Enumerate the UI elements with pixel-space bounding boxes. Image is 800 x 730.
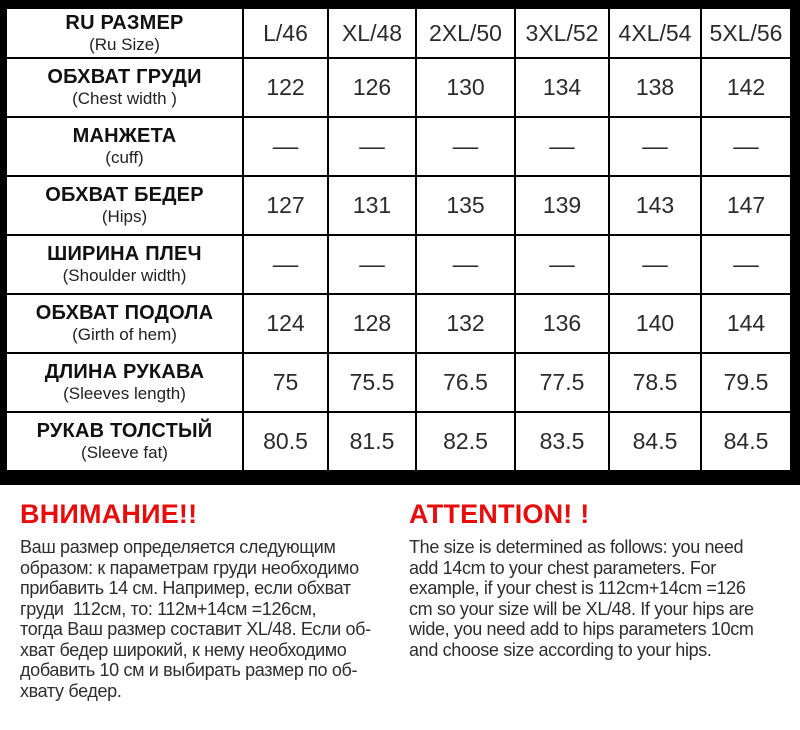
row-label-ru: ОБХВАТ ПОДОЛА — [35, 302, 214, 324]
value-cell: –– — [327, 234, 417, 295]
row-label-ru: МАНЖЕТА — [72, 125, 177, 147]
row-label-cell: ОБХВАТ ГРУДИ (Chest width ) — [5, 57, 244, 118]
value-cell: 139 — [514, 175, 610, 236]
value-cell: 84.5 — [608, 411, 702, 472]
size-table: RU РАЗМЕР (Ru Size) L/46 XL/48 2XL/50 3X… — [5, 7, 792, 472]
value-cell: 138 — [608, 57, 702, 118]
row-label-cell: РУКАВ ТОЛСТЫЙ (Sleeve fat) — [5, 411, 244, 472]
value-cell: 83.5 — [514, 411, 610, 472]
value-cell: 144 — [700, 293, 792, 354]
value-cell: 80.5 — [242, 411, 329, 472]
table-row-shoulder: ШИРИНА ПЛЕЧ (Shoulder width) –– –– –– ––… — [5, 234, 792, 295]
row-label-cell: ШИРИНА ПЛЕЧ (Shoulder width) — [5, 234, 244, 295]
value-cell: 77.5 — [514, 352, 610, 413]
value-cell: –– — [242, 116, 329, 177]
value-cell: 142 — [700, 57, 792, 118]
value-cell: 147 — [700, 175, 792, 236]
table-header-row: RU РАЗМЕР (Ru Size) L/46 XL/48 2XL/50 3X… — [5, 7, 792, 59]
value-cell: 81.5 — [327, 411, 417, 472]
size-column-header: 3XL/52 — [514, 7, 610, 59]
row-label-ru: ШИРИНА ПЛЕЧ — [47, 243, 202, 265]
value-cell: –– — [327, 116, 417, 177]
size-column-header: XL/48 — [327, 7, 417, 59]
value-cell: 76.5 — [415, 352, 516, 413]
value-cell: 134 — [514, 57, 610, 118]
value-cell: 130 — [415, 57, 516, 118]
value-cell: 132 — [415, 293, 516, 354]
row-label-en: (Girth of hem) — [72, 325, 177, 344]
row-label-ru: ОБХВАТ ГРУДИ — [47, 66, 202, 88]
value-cell: 75.5 — [327, 352, 417, 413]
notes-section: ВНИМАНИЕ!! Ваш размер определяется следу… — [0, 485, 800, 701]
value-cell: –– — [514, 234, 610, 295]
table-row-sleeve-length: ДЛИНА РУКАВА (Sleeves length) 75 75.5 76… — [5, 352, 792, 413]
row-label-cell: ДЛИНА РУКАВА (Sleeves length) — [5, 352, 244, 413]
row-label-ru: ДЛИНА РУКАВА — [44, 361, 205, 383]
value-cell: –– — [700, 116, 792, 177]
value-cell: 131 — [327, 175, 417, 236]
value-cell: 78.5 — [608, 352, 702, 413]
value-cell: 82.5 — [415, 411, 516, 472]
value-cell: 143 — [608, 175, 702, 236]
table-row-sleeve-fat: РУКАВ ТОЛСТЫЙ (Sleeve fat) 80.5 81.5 82.… — [5, 411, 792, 472]
value-cell: 84.5 — [700, 411, 792, 472]
row-label-en: (cuff) — [105, 148, 144, 167]
note-russian-title: ВНИМАНИЕ!! — [20, 499, 198, 529]
value-cell: –– — [514, 116, 610, 177]
row-label-en: (Hips) — [101, 207, 148, 226]
value-cell: –– — [415, 234, 516, 295]
size-table-frame: RU РАЗМЕР (Ru Size) L/46 XL/48 2XL/50 3X… — [0, 0, 800, 485]
table-row-cuff: МАНЖЕТА (cuff) –– –– –– –– –– –– — [5, 116, 792, 177]
value-cell: 122 — [242, 57, 329, 118]
row-label-cell: ОБХВАТ БЕДЕР (Hips) — [5, 175, 244, 236]
value-cell: 124 — [242, 293, 329, 354]
value-cell: 136 — [514, 293, 610, 354]
value-cell: 135 — [415, 175, 516, 236]
note-russian-body: Ваш размер определяется следующим образо… — [20, 537, 371, 701]
value-cell: –– — [415, 116, 516, 177]
size-column-header: L/46 — [242, 7, 329, 59]
value-cell: 126 — [327, 57, 417, 118]
header-label-ru: RU РАЗМЕР — [65, 11, 184, 34]
header-label-cell: RU РАЗМЕР (Ru Size) — [5, 7, 244, 59]
row-label-cell: ОБХВАТ ПОДОЛА (Girth of hem) — [5, 293, 244, 354]
row-label-cell: МАНЖЕТА (cuff) — [5, 116, 244, 177]
note-english-title: ATTENTION! ! — [409, 499, 590, 529]
value-cell: –– — [700, 234, 792, 295]
size-column-header: 4XL/54 — [608, 7, 702, 59]
table-row-hips: ОБХВАТ БЕДЕР (Hips) 127 131 135 139 143 … — [5, 175, 792, 236]
row-label-ru: ОБХВАТ БЕДЕР — [45, 184, 204, 206]
table-row-hem: ОБХВАТ ПОДОЛА (Girth of hem) 124 128 132… — [5, 293, 792, 354]
value-cell: 140 — [608, 293, 702, 354]
table-row-chest: ОБХВАТ ГРУДИ (Chest width ) 122 126 130 … — [5, 57, 792, 118]
value-cell: –– — [242, 234, 329, 295]
size-column-header: 2XL/50 — [415, 7, 516, 59]
row-label-en: (Sleeves length) — [63, 384, 186, 403]
note-english-body: The size is determined as follows: you n… — [409, 537, 754, 660]
value-cell: 75 — [242, 352, 329, 413]
note-english: ATTENTION! ! The size is determined as f… — [409, 493, 800, 701]
header-label-en: (Ru Size) — [89, 34, 160, 54]
row-label-en: (Sleeve fat) — [81, 443, 168, 462]
row-label-ru: РУКАВ ТОЛСТЫЙ — [36, 420, 213, 442]
value-cell: 127 — [242, 175, 329, 236]
row-label-en: (Chest width ) — [72, 89, 177, 108]
value-cell: 128 — [327, 293, 417, 354]
value-cell: 79.5 — [700, 352, 792, 413]
size-column-header: 5XL/56 — [700, 7, 792, 59]
row-label-en: (Shoulder width) — [62, 266, 187, 285]
value-cell: –– — [608, 116, 702, 177]
value-cell: –– — [608, 234, 702, 295]
note-russian: ВНИМАНИЕ!! Ваш размер определяется следу… — [20, 493, 397, 701]
